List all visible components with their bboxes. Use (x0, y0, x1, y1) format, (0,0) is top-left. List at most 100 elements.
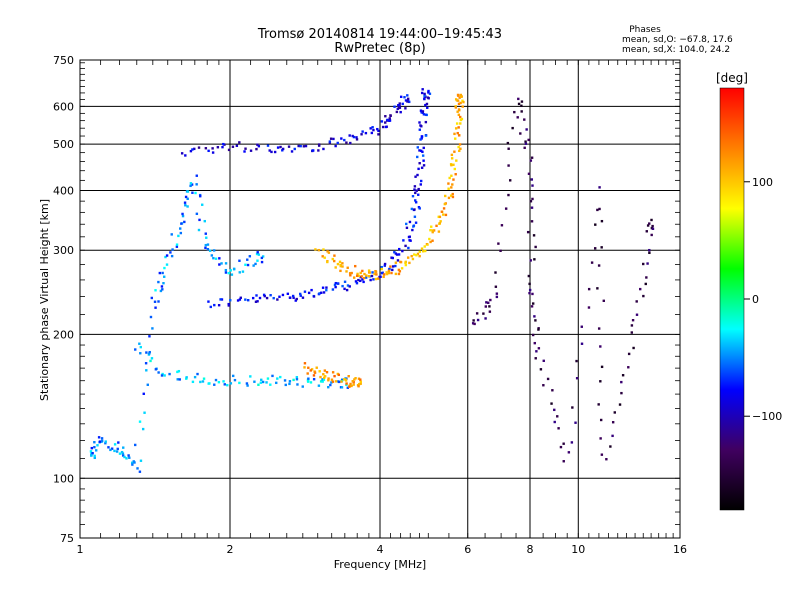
echo-point (354, 280, 358, 283)
echo-point (176, 378, 179, 381)
echo-point (185, 376, 188, 379)
echo-point (252, 264, 255, 267)
echo-point (534, 357, 537, 360)
echo-point (431, 229, 434, 232)
echo-point (186, 197, 189, 200)
echo-point (413, 188, 416, 191)
echo-point (418, 250, 421, 253)
echo-point (251, 296, 255, 300)
echo-point (553, 408, 556, 412)
echo-point (359, 271, 362, 275)
echo-point (424, 249, 427, 253)
echo-point (415, 254, 418, 257)
echo-point (254, 262, 257, 266)
echo-point (420, 135, 424, 138)
echo-point (531, 184, 534, 187)
echo-point (193, 375, 197, 379)
echo-point (418, 207, 421, 210)
echo-point (191, 191, 194, 194)
echo-point (338, 260, 342, 263)
echo-point (333, 283, 337, 287)
echo-point (117, 441, 120, 444)
echo-point (345, 141, 348, 144)
echo-point (334, 380, 338, 383)
chart-subtitle: RwPretec (8p) (334, 41, 425, 56)
echo-point (402, 239, 405, 242)
echo-point (294, 299, 297, 302)
echo-point (339, 269, 342, 273)
echo-point (328, 140, 332, 143)
echo-point (148, 350, 151, 354)
echo-point (424, 113, 428, 116)
echo-point (306, 372, 309, 375)
echo-point (457, 134, 461, 137)
echo-point (148, 352, 151, 355)
echo-point (524, 140, 527, 143)
echo-point (475, 312, 479, 315)
echo-point (416, 146, 419, 149)
echo-point (593, 247, 597, 250)
echo-point (269, 383, 272, 386)
echo-point (239, 296, 242, 299)
echo-point (393, 251, 396, 254)
echo-point (321, 255, 324, 258)
echo-point (418, 162, 421, 165)
echo-point (180, 222, 183, 225)
echo-point (533, 315, 536, 318)
echo-point (224, 271, 228, 274)
echo-point (648, 248, 651, 252)
echo-point (220, 262, 223, 265)
echo-point (327, 377, 330, 380)
echo-point (189, 149, 193, 153)
echo-point (453, 167, 457, 171)
echo-point (575, 377, 579, 380)
echo-point (350, 271, 353, 275)
echo-point (295, 376, 299, 379)
echo-point (416, 173, 419, 177)
echo-point (333, 259, 336, 263)
echo-point (138, 342, 141, 345)
echo-point (600, 246, 603, 249)
echo-point (136, 467, 139, 470)
echo-point (93, 456, 96, 460)
echo-point (373, 272, 376, 276)
echo-point (139, 459, 143, 462)
echo-point (355, 138, 359, 141)
echo-point (368, 271, 371, 274)
echo-point (150, 296, 154, 300)
colorbar-tick-label: 100 (752, 176, 773, 189)
echo-point (372, 128, 375, 132)
echo-point (276, 377, 279, 380)
echo-point (376, 127, 379, 131)
echo-point (404, 107, 407, 110)
echo-point (268, 149, 271, 152)
echo-point (408, 100, 411, 104)
echo-point (113, 449, 116, 453)
echo-point (154, 368, 158, 371)
echo-point (630, 324, 634, 327)
echo-point (567, 451, 571, 454)
echo-point (428, 92, 432, 95)
echo-point (212, 256, 215, 260)
echo-point (139, 352, 142, 355)
echo-point (453, 150, 456, 153)
echo-point (529, 259, 532, 262)
echo-point (359, 382, 362, 385)
echo-point (431, 230, 434, 234)
echo-point (327, 379, 330, 382)
echo-point (370, 274, 374, 278)
echo-point (193, 147, 196, 151)
echo-point (447, 196, 451, 200)
echo-point (303, 290, 307, 293)
echo-point (559, 445, 563, 449)
echo-point (534, 245, 537, 249)
echo-point (145, 351, 148, 354)
echo-point (428, 237, 431, 241)
echo-point (290, 150, 294, 153)
echo-point (397, 272, 401, 276)
echo-point (427, 91, 430, 94)
echo-point (651, 224, 654, 228)
echo-point (169, 251, 172, 254)
echo-point (175, 245, 179, 248)
echo-point (157, 371, 160, 374)
